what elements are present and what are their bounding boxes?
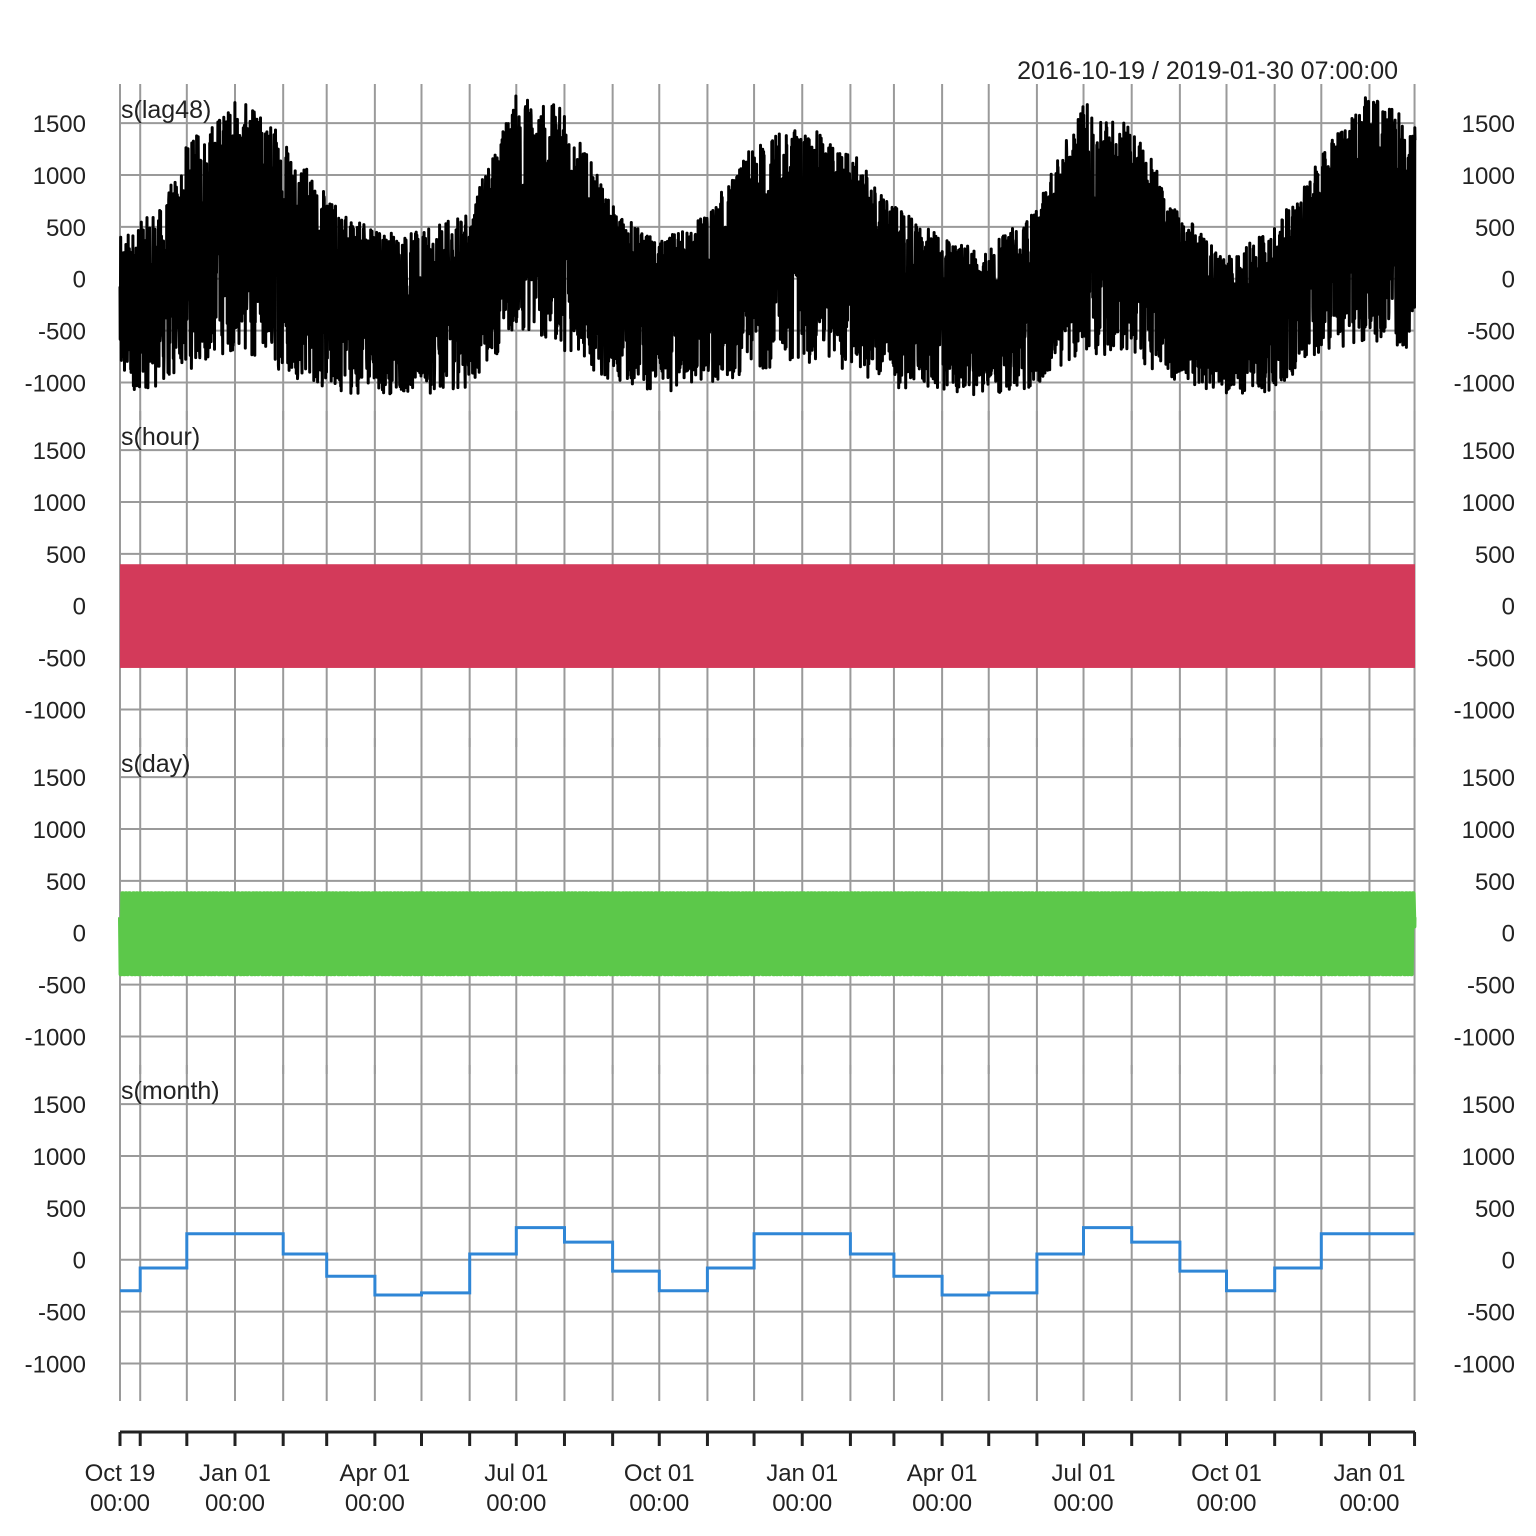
- x-tick-label: Apr 01: [907, 1460, 978, 1487]
- x-tick-label: Jul 01: [1052, 1460, 1116, 1487]
- y-tick-label-right: 0: [1502, 594, 1515, 621]
- y-tick-label-left: -1000: [25, 1351, 86, 1378]
- y-tick-label-left: 0: [73, 1248, 86, 1275]
- panel-slag48: 1500 1500 1000 1000 500 500 0 0 -500 -500 -1000 -10…: [25, 84, 1515, 420]
- series-step: [120, 1226, 1415, 1297]
- y-tick-label-right: 1500: [1462, 438, 1515, 465]
- y-tick-label-left: 0: [73, 921, 86, 948]
- y-tick-label-right: 1000: [1462, 817, 1515, 844]
- y-tick-label-right: 1000: [1462, 163, 1515, 190]
- y-tick-label-right: -500: [1467, 973, 1515, 1000]
- x-tick-label-time: 00:00: [629, 1490, 689, 1517]
- y-tick-label-right: 1500: [1462, 765, 1515, 792]
- series-line: [118, 891, 1417, 977]
- series-line: [118, 94, 1417, 397]
- x-tick-label-time: 00:00: [1053, 1490, 1113, 1517]
- y-tick-label-right: 500: [1475, 542, 1515, 569]
- y-tick-label-left: -500: [38, 646, 86, 673]
- x-tick-label: Oct 01: [1191, 1460, 1262, 1487]
- series-weekly: [118, 891, 1417, 977]
- y-tick-label-right: -1000: [1454, 1351, 1515, 1378]
- x-tick-label: Apr 01: [340, 1460, 411, 1487]
- series-noisy: [118, 94, 1417, 397]
- y-tick-label-right: 500: [1475, 215, 1515, 242]
- y-tick-label-left: 500: [46, 542, 86, 569]
- series-band: [120, 564, 1415, 668]
- panel-sday: 1500 1500 1000 1000 500 500 0 0 -500 -500 -1000 -10…: [25, 738, 1515, 1074]
- x-tick-label-time: 00:00: [90, 1490, 150, 1517]
- y-tick-label-left: 500: [46, 1196, 86, 1223]
- y-tick-label-left: 1000: [33, 163, 86, 190]
- y-tick-label-right: 500: [1475, 869, 1515, 896]
- y-tick-label-right: 1500: [1462, 1092, 1515, 1119]
- x-tick-label: Oct 19: [85, 1460, 156, 1487]
- y-tick-label-right: 0: [1502, 267, 1515, 294]
- x-tick-label-time: 00:00: [912, 1490, 972, 1517]
- panel-label: s(month): [121, 1077, 220, 1105]
- y-tick-label-right: -500: [1467, 646, 1515, 673]
- panel-label: s(hour): [121, 423, 200, 451]
- y-tick-label-right: 0: [1502, 1248, 1515, 1275]
- y-tick-label-left: 1500: [33, 765, 86, 792]
- y-tick-label-right: 500: [1475, 1196, 1515, 1223]
- y-tick-label-left: 1000: [33, 490, 86, 517]
- x-tick-label: Jan 01: [766, 1460, 838, 1487]
- y-tick-label-right: -500: [1467, 319, 1515, 346]
- panel-shour: 1500 1500 1000 1000 500 500 0 0 -500 -500 -1000 -10…: [25, 411, 1515, 747]
- x-tick-label: Jan 01: [1333, 1460, 1405, 1487]
- series-band: [120, 564, 1415, 668]
- y-tick-label-left: 0: [73, 267, 86, 294]
- y-tick-label-left: 1000: [33, 1144, 86, 1171]
- panels: 1500 1500 1000 1000 500 500 0 0 -500 -500 -1000 -10…: [25, 84, 1515, 1401]
- x-tick-label-time: 00:00: [772, 1490, 832, 1517]
- x-tick-label: Oct 01: [624, 1460, 695, 1487]
- x-tick-label-time: 00:00: [1339, 1490, 1399, 1517]
- series-line: [120, 1226, 1415, 1297]
- y-tick-label-left: 500: [46, 215, 86, 242]
- y-tick-label-right: -1000: [1454, 370, 1515, 397]
- y-tick-label-right: -1000: [1454, 697, 1515, 724]
- y-tick-label-left: 1500: [33, 438, 86, 465]
- y-tick-label-left: 0: [73, 594, 86, 621]
- y-tick-label-right: -1000: [1454, 1024, 1515, 1051]
- y-tick-label-left: -1000: [25, 697, 86, 724]
- y-tick-label-right: 1000: [1462, 490, 1515, 517]
- y-tick-label-left: 500: [46, 869, 86, 896]
- x-tick-label-time: 00:00: [205, 1490, 265, 1517]
- panel-label: s(day): [121, 750, 190, 778]
- y-tick-label-right: 0: [1502, 921, 1515, 948]
- y-tick-label-left: 1500: [33, 1092, 86, 1119]
- x-tick-label-time: 00:00: [345, 1490, 405, 1517]
- y-tick-label-left: -1000: [25, 370, 86, 397]
- y-tick-label-left: 1000: [33, 817, 86, 844]
- x-tick-label-time: 00:00: [1196, 1490, 1256, 1517]
- y-tick-label-left: 1500: [33, 111, 86, 138]
- x-tick-label-time: 00:00: [486, 1490, 546, 1517]
- y-tick-label-left: -500: [38, 973, 86, 1000]
- x-axis: Oct 19 00:00 Jan 01 00:00 Apr 01 00:00 Jul 01 0…: [85, 1430, 1417, 1517]
- y-tick-label-right: -500: [1467, 1300, 1515, 1327]
- y-tick-label-left: -500: [38, 1300, 86, 1327]
- y-tick-label-left: -500: [38, 319, 86, 346]
- y-tick-label-left: -1000: [25, 1024, 86, 1051]
- panel-smonth: 1500 1500 1000 1000 500 500 0 0 -500 -500 -1000 -10…: [25, 1065, 1515, 1401]
- x-tick-label: Jan 01: [199, 1460, 271, 1487]
- y-tick-label-right: 1000: [1462, 1144, 1515, 1171]
- y-tick-label-right: 1500: [1462, 111, 1515, 138]
- date-range-label: 2016-10-19 / 2019-01-30 07:00:00: [1017, 57, 1398, 85]
- panel-label: s(lag48): [121, 96, 211, 124]
- x-tick-label: Jul 01: [484, 1460, 548, 1487]
